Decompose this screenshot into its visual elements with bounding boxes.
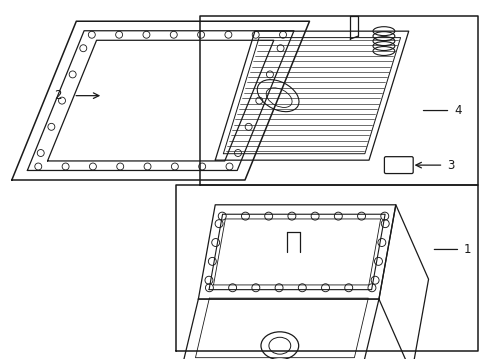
Text: 1: 1: [462, 243, 470, 256]
Text: 3: 3: [447, 159, 454, 172]
Text: 4: 4: [453, 104, 461, 117]
Text: 2: 2: [54, 89, 61, 102]
